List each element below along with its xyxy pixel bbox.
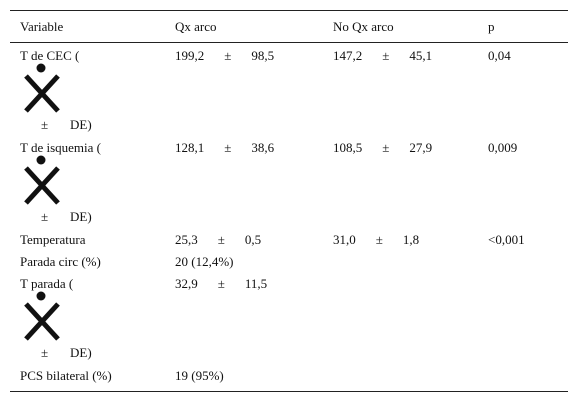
qx-cell-part: 19 (95%) <box>175 368 224 383</box>
qx-cell-part: 199,2 <box>175 48 205 63</box>
no-qx-cell-part: 1,8 <box>402 232 420 247</box>
p-cell: 0,009 <box>488 140 518 155</box>
no-qx-cell-part: 45,1 <box>409 48 433 63</box>
variable-cell: Parada circ (%) <box>20 254 101 269</box>
x-icon <box>24 155 60 205</box>
no-qx-cell-part: ± <box>382 140 390 155</box>
variable-suffix: DE) <box>70 345 92 360</box>
header-cell: No Qx arco <box>333 19 394 34</box>
variable-cell: T de isquemia ( <box>20 140 101 155</box>
variable-cell: PCS bilateral (%) <box>20 368 112 383</box>
qx-cell-part: 128,1 <box>175 140 205 155</box>
no-qx-cell: 108,5 ±27,9 <box>333 140 432 156</box>
header-cell: Qx arco <box>175 19 217 34</box>
x-icon <box>24 63 60 113</box>
variable-suffix: ± <box>41 117 49 132</box>
qx-cell: 19 (95%) <box>175 368 224 384</box>
qx-cell: 20 (12,4%) <box>175 254 234 270</box>
qx-cell-part: 25,3 <box>175 232 198 247</box>
variable-suffix: DE) <box>70 209 92 224</box>
variable-suffix: ± <box>41 345 49 360</box>
qx-cell-part: 20 (12,4%) <box>175 254 234 269</box>
variable-suffix: DE) <box>70 117 92 132</box>
no-qx-cell-part: ± <box>382 48 390 63</box>
no-qx-cell: 31,0 ±1,8 <box>333 232 419 248</box>
qx-cell-part: ± <box>217 232 225 247</box>
qx-cell-part: 98,5 <box>251 48 275 63</box>
variable-cell: T parada ( <box>20 276 74 291</box>
qx-cell: 128,1 ±38,6 <box>175 140 274 156</box>
no-qx-cell-part: 31,0 <box>333 232 356 247</box>
qx-cell-part: 11,5 <box>244 276 268 291</box>
variable-cell: Temperatura <box>20 232 86 247</box>
qx-cell-part: ± <box>217 276 225 291</box>
qx-cell: 199,2 ±98,5 <box>175 48 274 64</box>
qx-cell-part: 0,5 <box>244 232 262 247</box>
variable-suffix: ± <box>41 209 49 224</box>
qx-cell-part: ± <box>224 48 232 63</box>
header-cell: p <box>488 19 495 34</box>
no-qx-cell-part: 147,2 <box>333 48 363 63</box>
no-qx-cell-part: ± <box>375 232 383 247</box>
p-cell: 0,04 <box>488 48 511 63</box>
header-rule <box>10 42 568 43</box>
qx-cell: 25,3 ±0,5 <box>175 232 261 248</box>
header-cell: Variable <box>20 19 64 34</box>
qx-cell-part: 38,6 <box>251 140 275 155</box>
variable-cell: T de CEC ( <box>20 48 80 63</box>
no-qx-cell-part: 108,5 <box>333 140 363 155</box>
no-qx-cell-part: 27,9 <box>409 140 433 155</box>
bottom-rule <box>10 391 568 392</box>
qx-cell-part: 32,9 <box>175 276 198 291</box>
no-qx-cell: 147,2 ±45,1 <box>333 48 432 64</box>
x-icon <box>24 291 60 341</box>
qx-cell-part: ± <box>224 140 232 155</box>
qx-cell: 32,9 ±11,5 <box>175 276 267 292</box>
p-cell: <0,001 <box>488 232 525 247</box>
top-rule <box>10 10 568 11</box>
